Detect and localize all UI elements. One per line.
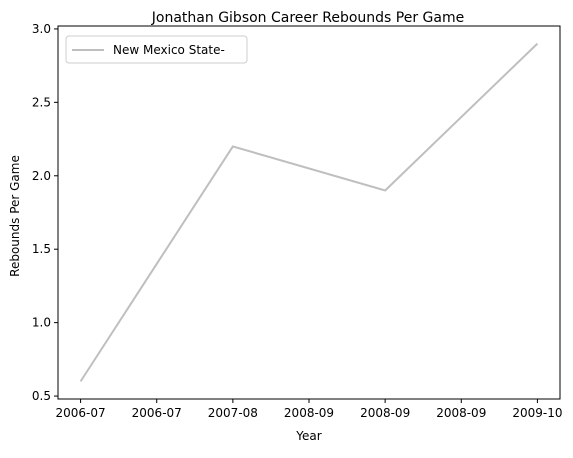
x-tick-label: 2008-09 — [360, 406, 410, 420]
x-tick-label: 2008-09 — [436, 406, 486, 420]
legend: New Mexico State- — [65, 35, 248, 64]
chart-title: Jonathan Gibson Career Rebounds Per Game — [151, 10, 464, 26]
legend-label-0: New Mexico State- — [113, 43, 225, 57]
x-axis-label: Year — [295, 429, 321, 443]
x-tick-label: 2009-10 — [512, 406, 562, 420]
y-tick-label: 2.5 — [32, 95, 51, 109]
y-tick-label: 1.0 — [32, 316, 51, 330]
y-axis-label: Rebounds Per Game — [8, 155, 22, 277]
x-tick-label: 2006-07 — [56, 406, 106, 420]
y-tick-label: 0.5 — [32, 389, 51, 403]
y-tick-label: 3.0 — [32, 22, 51, 36]
legend-box — [65, 35, 248, 64]
y-axis: 0.5 1.0 1.5 2.0 2.5 3.0 — [32, 22, 58, 403]
plot-frame — [57, 25, 561, 400]
x-tick-label: 2006-07 — [132, 406, 182, 420]
y-tick-label: 1.5 — [32, 242, 51, 256]
y-tick-label: 2.0 — [32, 169, 51, 183]
x-axis: 2006-07 2006-07 2007-08 2008-09 2008-09 2008-… — [56, 399, 562, 420]
series-line-0 — [79, 42, 539, 382]
plot-area — [57, 25, 561, 400]
x-tick-label: 2007-08 — [208, 406, 258, 420]
x-tick-label: 2008-09 — [284, 406, 334, 420]
